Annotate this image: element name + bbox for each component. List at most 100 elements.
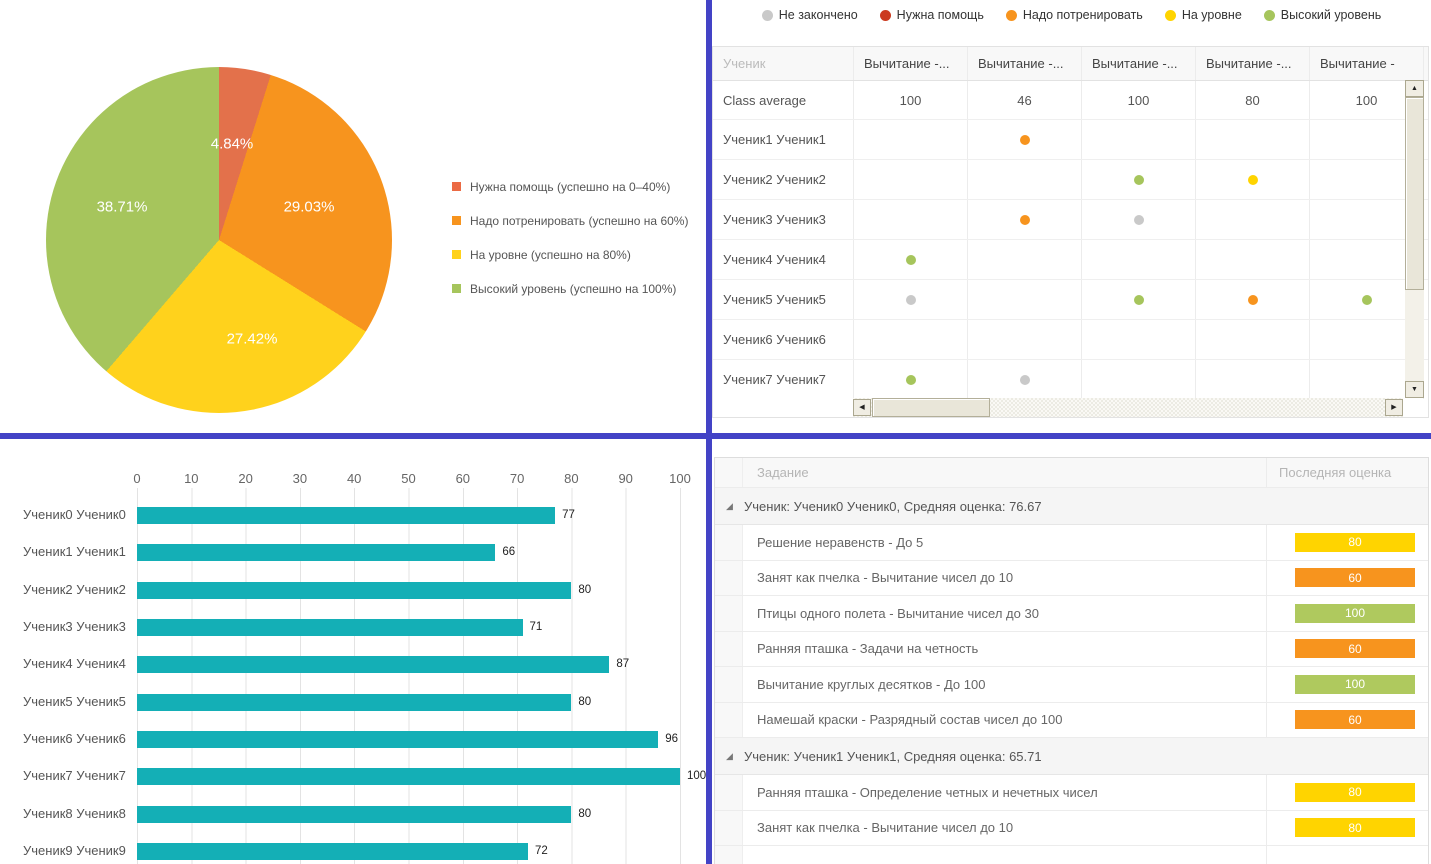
score-badge: 60: [1295, 639, 1415, 659]
student-row: Ученик1 Ученик1: [713, 120, 1428, 160]
status-legend-label: Высокий уровень: [1280, 8, 1382, 22]
pie-legend-label: Нужна помощь (успешно на 0–40%): [470, 179, 671, 194]
task-name: [743, 846, 1266, 864]
bar: [137, 731, 659, 749]
pie-legend-label: Надо потренировать (успешно на 60%): [470, 213, 689, 228]
bar-category-label: Ученик9 Ученик9: [23, 843, 126, 859]
task-score-cell: 80: [1266, 775, 1428, 810]
pie-quadrant: 4.84% 29.03% 27.42% 38.71% Нужна помощь (ус…: [0, 0, 706, 433]
student-name: Ученик3 Ученик3: [713, 200, 854, 239]
task-row: Ранняя пташка - Определение четных и неч…: [715, 775, 1428, 811]
student-row: Ученик5 Ученик5: [713, 280, 1428, 320]
student-row: Ученик4 Ученик4: [713, 240, 1428, 280]
status-cell: [854, 320, 968, 359]
group-row[interactable]: ◢ Ученик: Ученик1 Ученик1, Средняя оценка…: [715, 738, 1428, 775]
bar-row: Ученик4 Ученик4 87: [0, 646, 706, 683]
status-cell: [968, 200, 1082, 239]
legend-swatch-icon: [452, 284, 461, 293]
student-row: Ученик7 Ученик7: [713, 360, 1428, 399]
task-score-cell: 60: [1266, 560, 1428, 595]
scroll-left-button[interactable]: ◀: [853, 399, 871, 416]
status-legend-item: Надо потренировать: [1005, 8, 1143, 22]
status-cell: [1196, 240, 1310, 279]
score-badge: 60: [1295, 710, 1415, 730]
class-average-value: 100: [1082, 81, 1196, 119]
status-dot-icon: [905, 294, 916, 305]
row-gutter: [715, 846, 743, 864]
bar-chart-axis: 0 10 20 30 40 50 60 70 80 90 100: [0, 471, 706, 487]
tasks-table-header: Задание Последняя оценка: [715, 458, 1428, 488]
status-cell: [854, 200, 968, 239]
status-legend-item: Не закончено: [761, 8, 858, 22]
task-name: Решение неравенств - До 5: [757, 534, 924, 550]
scroll-down-button[interactable]: ▼: [1405, 381, 1424, 398]
status-cell: [1196, 120, 1310, 159]
student-name: Ученик4 Ученик4: [713, 240, 854, 279]
bar-category-label: Ученик1 Ученик1: [23, 544, 126, 560]
task-column-header: Задание: [757, 465, 809, 480]
bar-category-label: Ученик2 Ученик2: [23, 581, 126, 597]
row-gutter: [715, 596, 743, 631]
status-legend-label: Не закончено: [778, 8, 858, 22]
row-gutter: [715, 810, 743, 845]
score-badge: 60: [1295, 568, 1415, 588]
score-badge: 100: [1295, 674, 1415, 694]
status-dot-icon: [1263, 9, 1275, 21]
status-dot-icon: [1247, 294, 1258, 305]
task-name: Вычитание круглых десятков - До 100: [757, 676, 986, 692]
student-name: Ученик7 Ученик7: [713, 360, 854, 399]
status-dot-icon: [905, 374, 916, 385]
bar-row: Ученик7 Ученик7 100: [0, 758, 706, 795]
pie-legend-label: Высокий уровень (успешно на 100%): [470, 281, 677, 296]
status-cell: [854, 280, 968, 319]
horizontal-scrollbar-thumb[interactable]: [872, 398, 990, 417]
status-grid-body: Class average 100 46 100 80 100 Ученик1 Ученик…: [713, 81, 1428, 399]
bar-category-label: Ученик6 Ученик6: [23, 731, 126, 747]
task-name: Намешай краски - Разрядный состав чисел …: [757, 712, 1063, 728]
bar: [137, 619, 523, 637]
vertical-scrollbar-thumb[interactable]: [1405, 97, 1424, 290]
axis-tick-label: 90: [618, 471, 633, 486]
task-row-partial: [715, 846, 1428, 864]
status-dot-icon: [905, 254, 916, 265]
vertical-scrollbar[interactable]: ▲ ▼: [1405, 80, 1424, 398]
bar: [137, 656, 610, 674]
legend-swatch-icon: [452, 182, 461, 191]
status-cell: [968, 320, 1082, 359]
class-average-value: 100: [854, 81, 968, 119]
task-score-cell: 100: [1266, 596, 1428, 631]
pie-slice-label: 38.71%: [96, 198, 148, 216]
student-name: Ученик5 Ученик5: [713, 280, 854, 319]
expand-collapse-icon[interactable]: ◢: [726, 750, 733, 761]
status-dot-icon: [879, 9, 891, 21]
scroll-right-button[interactable]: ▶: [1385, 399, 1403, 416]
status-dot-icon: [1133, 294, 1144, 305]
bar-row: Ученик5 Ученик5 80: [0, 684, 706, 721]
score-badge: 80: [1295, 782, 1415, 802]
student-name: Ученик6 Ученик6: [713, 320, 854, 359]
bar: [137, 843, 528, 861]
bar-value-label: 80: [578, 807, 592, 820]
bar-value-label: 80: [578, 583, 592, 596]
grid-column-header: Вычитание -: [1310, 47, 1424, 80]
bar-value-label: 71: [529, 621, 543, 634]
axis-tick-label: 50: [401, 471, 416, 486]
pie-legend-item: На уровне (успешно на 80%): [452, 248, 688, 262]
scroll-up-button[interactable]: ▲: [1405, 80, 1424, 97]
horizontal-scrollbar[interactable]: ◀ ▶: [853, 398, 1403, 417]
tasks-quadrant: Задание Последняя оценка ◢ Ученик: Ученик…: [712, 439, 1431, 864]
score-badge: 80: [1295, 532, 1415, 552]
group-row[interactable]: ◢ Ученик: Ученик0 Ученик0, Средняя оценка…: [715, 488, 1428, 525]
grid-column-header: Вычитание -...: [1196, 47, 1310, 80]
pie-legend-item: Нужна помощь (успешно на 0–40%): [452, 179, 688, 194]
arrow-up-icon: ▲: [1411, 85, 1418, 92]
tasks-table-body: ◢ Ученик: Ученик0 Ученик0, Средняя оценка…: [715, 488, 1428, 864]
axis-tick-label: 20: [238, 471, 253, 486]
class-average-value: 80: [1196, 81, 1310, 119]
task-score-cell: 60: [1266, 631, 1428, 666]
status-dot-icon: [1005, 9, 1017, 21]
bar-category-label: Ученик3 Ученик3: [23, 619, 126, 635]
expand-collapse-icon[interactable]: ◢: [726, 500, 733, 511]
bar-row: Ученик9 Ученик9 72: [0, 833, 706, 864]
student-column-header: Ученик: [713, 47, 854, 80]
